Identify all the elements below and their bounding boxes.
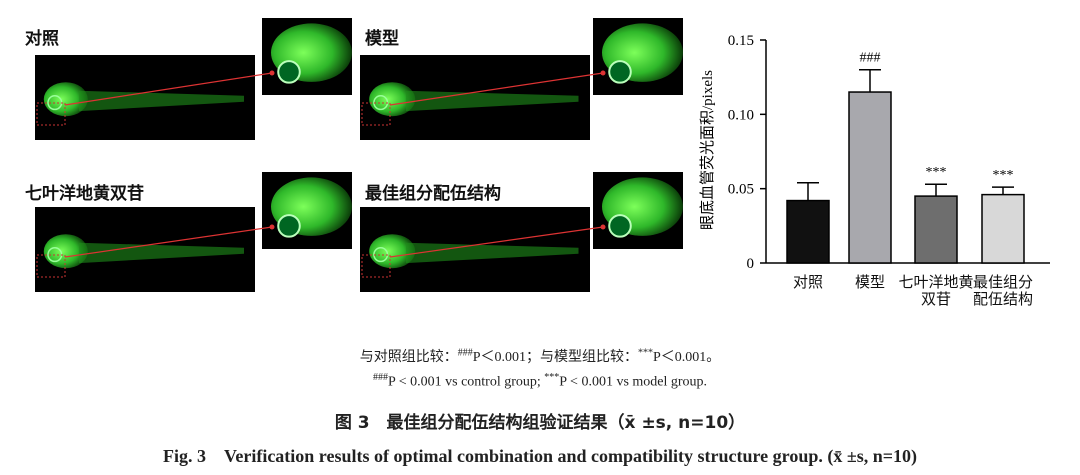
note-en: ###P < 0.001 vs control group; ***P < 0.… [0,372,1080,391]
note-marker: *** [638,347,653,359]
note-text: P < 0.001 vs model group. [559,374,708,390]
images [35,18,683,292]
panel-label: 模型 [365,29,399,49]
x-tick-label: 模型 [854,273,885,291]
significance: *** [993,168,1014,183]
bar [848,91,892,264]
x-tick-label: 对照 [792,273,823,291]
y-tick-label: 0.05 [728,182,754,198]
note-text: P＜0.001。 [653,350,721,365]
fish-head [369,82,416,117]
inset-eye [277,214,301,238]
fish-body [406,242,579,264]
note-marker: ### [457,347,473,359]
significance: *** [926,165,947,180]
pointer [64,72,273,106]
bar [914,195,958,264]
fish-head [369,234,416,269]
panel-label: 七叶洋地黄双苷 [25,184,144,204]
note-marker: ### [372,372,388,383]
pointer [389,72,604,106]
x-tick-label: 最佳组分配伍结构 [972,273,1033,308]
caption-en: Fig. 3 Verification results of optimal c… [163,446,917,466]
roi-box [361,102,391,126]
note-marker: *** [544,372,560,383]
y-tick-label: 0.15 [728,33,754,49]
y-axis-label: 眼底血管荧光面积/pixels [699,70,716,230]
inset-eye [608,60,632,84]
fish-body [79,90,244,112]
pointer-end [600,70,606,76]
fish-body [79,242,244,264]
pointer [64,226,273,258]
bar-chart: 0 0.05 0.10 0.15 眼底血管荧光面积/pixels ### *** *** [699,33,1050,272]
y-tick-label: 0.10 [728,107,754,123]
caption-cn: 图 3 最佳组分配伍结构组验证结果（x̄ ±s, n=10） [334,413,746,433]
pointer-end [600,224,606,230]
roi-box [361,254,391,278]
roi-box [36,102,66,126]
significance: ### [860,51,881,66]
panel-label: 对照 [25,29,59,49]
fish-head [43,234,88,269]
panel-label: 最佳组分配伍结构 [365,184,501,204]
y-tick-label: 0 [747,256,755,272]
bar [981,193,1025,264]
pointer-end [269,70,275,76]
note-cn: 与对照组比较：###P＜0.001；与模型组比较：***P＜0.001。 [0,346,1080,366]
bar [786,199,830,264]
pointer [389,226,604,258]
pointer-end [269,224,275,230]
fish-head [43,82,88,117]
inset-eye [277,60,301,84]
roi-box [36,254,66,278]
x-tick-label: 七叶洋地黄双苷 [898,273,974,308]
note-text: 与对照组比较： [359,350,458,365]
inset-eye [608,214,632,238]
note-text: P＜0.001；与模型组比较： [472,350,638,365]
note-text: P < 0.001 vs control group; [387,374,545,390]
